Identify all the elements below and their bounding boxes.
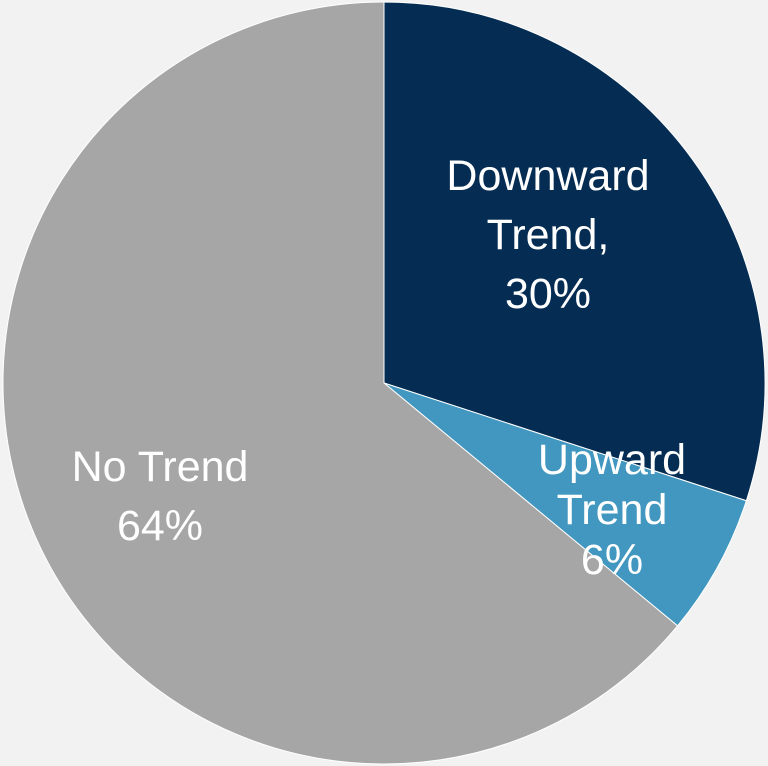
pie-slice-downward-trend: [383, 1, 766, 502]
data-label-line: Downward: [446, 152, 649, 200]
data-label-line: 30%: [505, 270, 591, 318]
labels-layer: Downward Trend, 30% Upward Trend 6% No Trend 64…: [72, 152, 687, 584]
data-label-line: 64%: [117, 502, 203, 550]
data-label-line: No Trend: [72, 443, 249, 491]
data-label-line: Trend,: [487, 211, 610, 259]
data-label-downward-trend: Downward Trend, 30%: [446, 152, 649, 318]
pie-slice-no-trend: [2, 1, 679, 765]
data-label-line: 6%: [581, 536, 643, 584]
data-label-no-trend: No Trend 64%: [72, 443, 249, 550]
data-label-line: Trend: [557, 486, 668, 534]
data-label-upward-trend: Upward Trend 6%: [538, 436, 686, 584]
pie-slice-upward-trend: [383, 382, 747, 627]
data-label-line: Upward: [538, 436, 686, 484]
